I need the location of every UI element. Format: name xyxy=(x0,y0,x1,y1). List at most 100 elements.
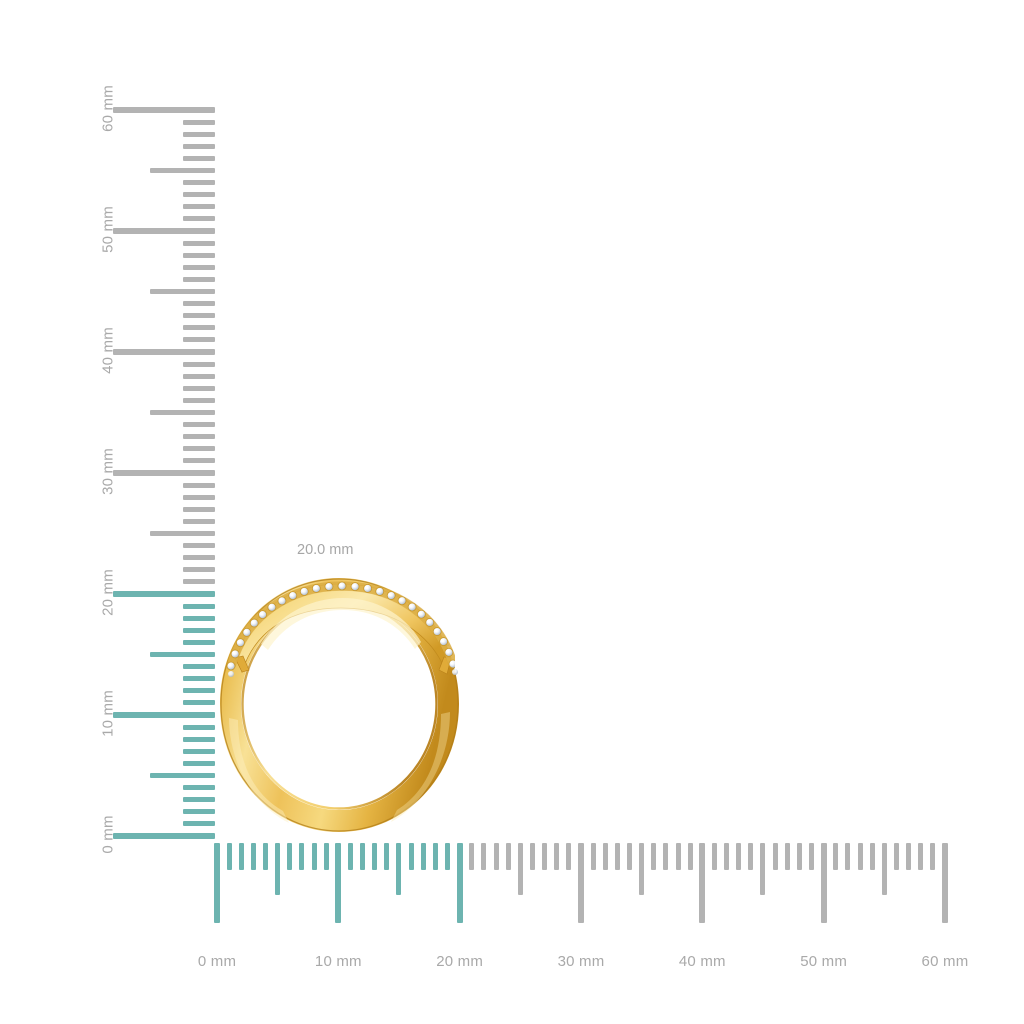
vruler-tick-48mm xyxy=(183,252,215,258)
vruler-tick-3mm xyxy=(183,797,215,803)
hruler-tick-22mm xyxy=(481,843,487,870)
vruler-tick-34mm xyxy=(183,422,215,428)
hruler-tick-47mm xyxy=(784,843,790,870)
hruler-tick-55mm xyxy=(881,843,887,895)
hruler-tick-57mm xyxy=(906,843,912,870)
diamond-highlight xyxy=(326,583,330,588)
vruler-tick-26mm xyxy=(183,518,215,524)
vruler-label-40mm: 40 mm xyxy=(99,327,117,374)
hruler-tick-1mm xyxy=(226,843,232,870)
vruler-label-50mm: 50 mm xyxy=(99,206,117,253)
diamond-highlight xyxy=(237,640,241,644)
vruler-tick-40mm xyxy=(113,349,215,355)
hruler-tick-5mm xyxy=(275,843,281,895)
ring-illustration xyxy=(220,578,459,832)
hruler-tick-2mm xyxy=(238,843,244,870)
vruler-tick-2mm xyxy=(183,809,215,815)
vruler-tick-17mm xyxy=(183,627,215,633)
vruler-tick-41mm xyxy=(183,337,215,343)
hruler-tick-52mm xyxy=(845,843,851,870)
vruler-tick-60mm xyxy=(113,107,215,113)
ring-product-image xyxy=(215,570,485,845)
hruler-tick-38mm xyxy=(675,843,681,870)
hruler-tick-15mm xyxy=(396,843,402,895)
diamond-highlight xyxy=(290,592,294,597)
diamond-highlight xyxy=(259,611,264,616)
vruler-tick-11mm xyxy=(183,700,215,706)
hruler-label-30mm: 30 mm xyxy=(557,953,605,970)
hruler-label-10mm: 10 mm xyxy=(314,953,362,970)
diamond-highlight xyxy=(450,661,454,665)
hruler-tick-36mm xyxy=(651,843,657,870)
diamond-highlight xyxy=(409,604,413,608)
hruler-tick-28mm xyxy=(554,843,560,870)
vruler-tick-53mm xyxy=(183,192,215,198)
diamond-highlight xyxy=(244,629,248,633)
vruler-tick-0mm xyxy=(113,833,215,839)
hruler-tick-19mm xyxy=(445,843,451,870)
vruler-label-30mm: 30 mm xyxy=(99,448,117,495)
vruler-tick-6mm xyxy=(183,760,215,766)
diamond-highlight xyxy=(301,588,305,592)
hruler-tick-45mm xyxy=(760,843,766,895)
vruler-tick-57mm xyxy=(183,143,215,149)
vruler-label-10mm: 10 mm xyxy=(99,690,117,737)
vruler-tick-25mm xyxy=(150,531,215,536)
vruler-tick-56mm xyxy=(183,155,215,161)
vruler-tick-16mm xyxy=(183,639,215,645)
vruler-tick-37mm xyxy=(183,385,215,391)
vruler-tick-31mm xyxy=(183,458,215,464)
vruler-tick-45mm xyxy=(150,289,215,294)
hruler-tick-23mm xyxy=(493,843,499,870)
diamond-highlight xyxy=(228,663,232,667)
vruler-tick-36mm xyxy=(183,397,215,403)
vruler-tick-24mm xyxy=(183,543,215,549)
hruler-tick-60mm xyxy=(941,843,948,923)
hruler-tick-13mm xyxy=(372,843,378,870)
vruler-tick-33mm xyxy=(183,434,215,440)
ring-crown-plate xyxy=(234,583,452,676)
hruler-tick-35mm xyxy=(639,843,645,895)
vruler-tick-39mm xyxy=(183,361,215,367)
ring-prong-glints xyxy=(228,669,458,677)
vruler-tick-38mm xyxy=(183,373,215,379)
hruler-tick-51mm xyxy=(833,843,839,870)
hruler-tick-50mm xyxy=(820,843,827,923)
hruler-tick-46mm xyxy=(772,843,778,870)
vruler-tick-19mm xyxy=(183,603,215,609)
hruler-tick-41mm xyxy=(711,843,717,870)
vruler-tick-30mm xyxy=(113,470,215,476)
vruler-tick-1mm xyxy=(183,821,215,827)
hruler-tick-4mm xyxy=(263,843,269,870)
vruler-tick-47mm xyxy=(183,264,215,270)
hruler-tick-40mm xyxy=(699,843,706,923)
width-dimension-label: 20.0 mm xyxy=(297,542,354,558)
hruler-label-60mm: 60 mm xyxy=(921,953,969,970)
hruler-tick-43mm xyxy=(736,843,742,870)
hruler-tick-16mm xyxy=(408,843,414,870)
vruler-tick-52mm xyxy=(183,204,215,210)
hruler-tick-27mm xyxy=(542,843,548,870)
vruler-tick-12mm xyxy=(183,688,215,694)
diamond-highlight xyxy=(364,585,369,589)
vruler-tick-50mm xyxy=(113,228,215,234)
vruler-tick-5mm xyxy=(150,773,215,778)
hruler-tick-29mm xyxy=(566,843,572,870)
hruler-tick-53mm xyxy=(857,843,863,870)
hruler-tick-3mm xyxy=(250,843,256,870)
vruler-tick-55mm xyxy=(150,168,215,173)
hruler-tick-31mm xyxy=(590,843,596,870)
vruler-tick-49mm xyxy=(183,240,215,246)
vruler-tick-27mm xyxy=(183,506,215,512)
vruler-tick-9mm xyxy=(183,724,215,730)
hruler-tick-58mm xyxy=(918,843,924,870)
diamond-highlight xyxy=(446,649,450,653)
hruler-tick-37mm xyxy=(663,843,669,870)
hruler-tick-20mm xyxy=(456,843,463,923)
hruler-tick-17mm xyxy=(420,843,426,870)
vruler-tick-7mm xyxy=(183,748,215,754)
vruler-tick-18mm xyxy=(183,615,215,621)
hruler-tick-11mm xyxy=(347,843,353,870)
vruler-tick-44mm xyxy=(183,301,215,307)
